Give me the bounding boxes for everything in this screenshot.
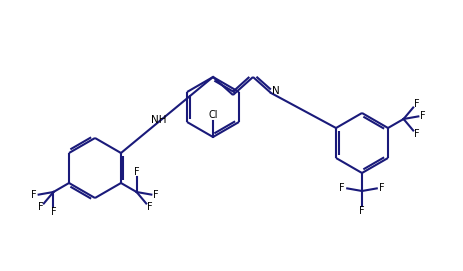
Text: F: F [420, 111, 426, 121]
Text: F: F [134, 167, 139, 177]
Text: F: F [359, 206, 365, 216]
Text: F: F [147, 202, 152, 212]
Text: F: F [413, 99, 419, 109]
Text: Cl: Cl [208, 110, 218, 120]
Text: N: N [272, 86, 280, 96]
Text: NH: NH [151, 115, 167, 125]
Text: F: F [153, 191, 159, 201]
Text: F: F [339, 183, 345, 192]
Text: F: F [31, 191, 37, 201]
Text: F: F [38, 202, 44, 212]
Text: F: F [413, 129, 419, 139]
Text: F: F [50, 207, 56, 217]
Text: F: F [379, 183, 384, 192]
